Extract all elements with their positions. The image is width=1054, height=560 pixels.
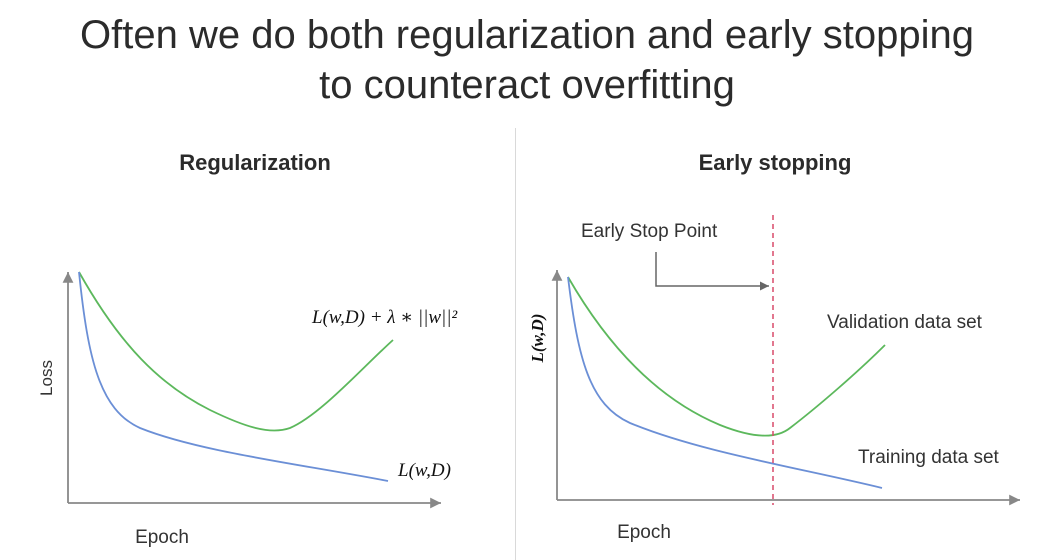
- slide-title-line-1: Often we do both regularization and earl…: [80, 13, 974, 57]
- early-stop-pointer-arrow: [655, 252, 769, 291]
- regularization-diagram: Loss Epoch L(w,D) + λ ∗ ||w||² L(w,D): [37, 271, 457, 548]
- regularized-loss-label: L(w,D) + λ ∗ ||w||²: [311, 307, 457, 328]
- early-stopping-diagram: Early Stop Point L(w,D) Epoch Validation…: [528, 215, 1020, 543]
- loss-label-left: L(w,D): [397, 460, 451, 481]
- early-stop-point-label: Early Stop Point: [581, 221, 718, 242]
- left-x-axis-label: Epoch: [135, 527, 189, 548]
- training-loss-curve-right: [567, 276, 883, 489]
- right-y-axis-label: L(w,D): [528, 314, 547, 364]
- training-data-set-label: Training data set: [858, 447, 1000, 468]
- panel-divider: [515, 128, 516, 560]
- validation-loss-curve: [567, 276, 886, 437]
- slide-title-line-2: to counteract overfitting: [319, 63, 735, 107]
- regularization-panel-title: Regularization: [179, 150, 331, 175]
- left-y-axis-label: Loss: [37, 360, 56, 396]
- slide-title: Often we do both regularization and earl…: [0, 10, 1054, 110]
- training-loss-curve-left: [78, 271, 389, 482]
- right-x-axis-label: Epoch: [617, 522, 671, 543]
- early-stopping-panel-title: Early stopping: [698, 150, 852, 175]
- validation-data-set-label: Validation data set: [827, 312, 983, 333]
- regularized-loss-curve: [78, 271, 394, 432]
